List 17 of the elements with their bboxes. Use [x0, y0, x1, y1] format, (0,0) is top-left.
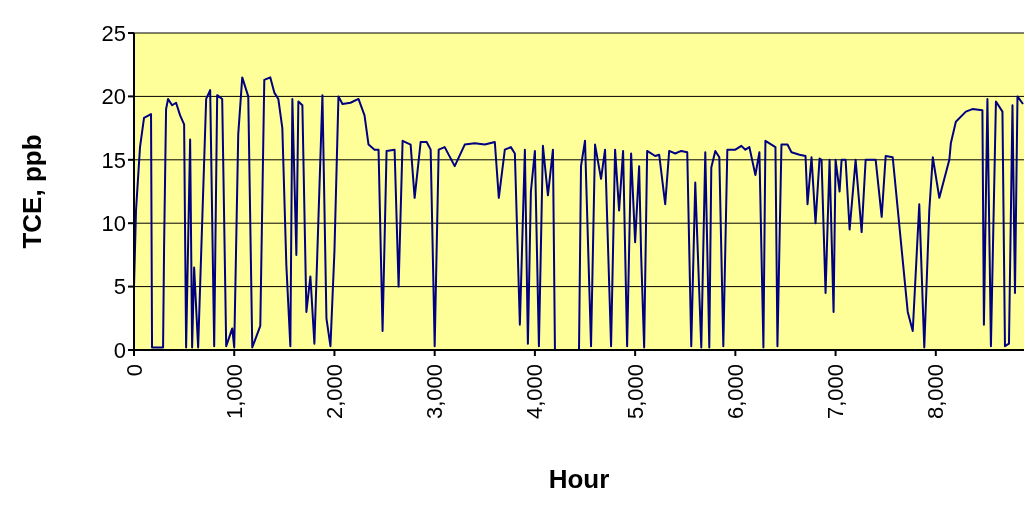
y-axis-title: TCE, ppb [17, 134, 48, 249]
x-tick-label: 0 [121, 364, 147, 377]
x-tick-label: 5,000 [622, 364, 648, 420]
y-tick-label: 15 [101, 147, 126, 173]
y-tick-label: 20 [101, 84, 126, 110]
x-tick-label: 8,000 [923, 364, 949, 420]
x-tick-label: 6,000 [722, 364, 748, 420]
y-tick-label: 0 [113, 337, 126, 363]
y-tick-label: 25 [101, 20, 126, 46]
y-tick-label: 5 [113, 274, 126, 300]
x-tick-label: 3,000 [422, 364, 448, 420]
x-tick-label: 4,000 [522, 364, 548, 420]
y-tick-label: 10 [101, 211, 126, 237]
x-tick-label: 2,000 [321, 364, 347, 420]
x-axis-title: Hour [548, 464, 610, 494]
x-tick-label: 1,000 [221, 364, 247, 420]
x-tick-label: 7,000 [823, 364, 849, 420]
